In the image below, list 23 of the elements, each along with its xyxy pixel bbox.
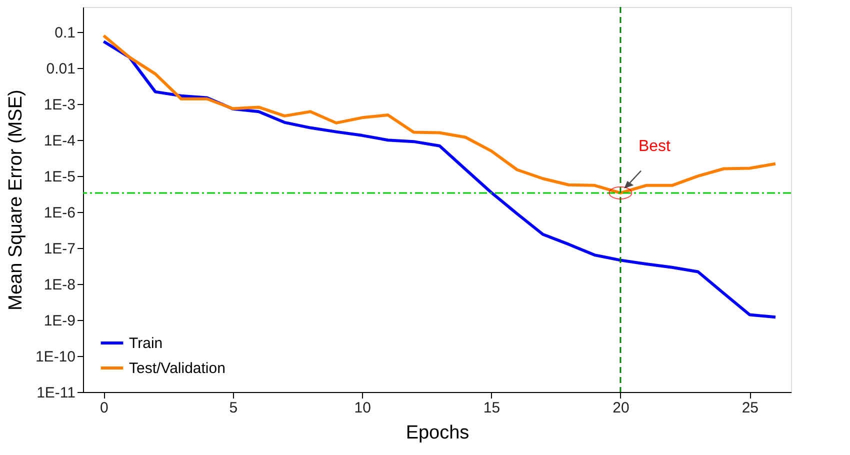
x-tick-label: 20 xyxy=(612,400,630,416)
x-tick-label: 15 xyxy=(483,400,500,416)
legend-label: Train xyxy=(129,335,163,352)
y-tick-label: 1E-7 xyxy=(44,240,76,258)
x-tick-label: 25 xyxy=(742,400,758,416)
y-tick-label: 1E-3 xyxy=(44,96,76,114)
y-tick-label: 1E-9 xyxy=(44,312,76,330)
legend-label: Test/Validation xyxy=(129,360,226,377)
y-axis-title: Mean Square Error (MSE) xyxy=(5,90,26,310)
x-tick-label: 0 xyxy=(100,400,108,416)
annotation: Best xyxy=(638,138,672,155)
y-tick-label: 1E-10 xyxy=(35,348,76,366)
x-tick-label: 10 xyxy=(354,400,371,416)
y-tick-label: 1E-11 xyxy=(36,384,76,402)
y-tick-label: 1E-6 xyxy=(44,204,76,222)
y-tick-label: 1E-4 xyxy=(44,132,76,150)
y-tick-label: 0.1 xyxy=(54,24,76,42)
y-tick-label: 0.01 xyxy=(46,60,76,78)
y-tick-label: 1E-8 xyxy=(44,276,76,294)
x-tick-label: 5 xyxy=(229,400,238,416)
x-axis-title: Epochs xyxy=(406,422,470,444)
line-series xyxy=(102,40,777,319)
y-tick-label: 1E-5 xyxy=(44,168,76,186)
